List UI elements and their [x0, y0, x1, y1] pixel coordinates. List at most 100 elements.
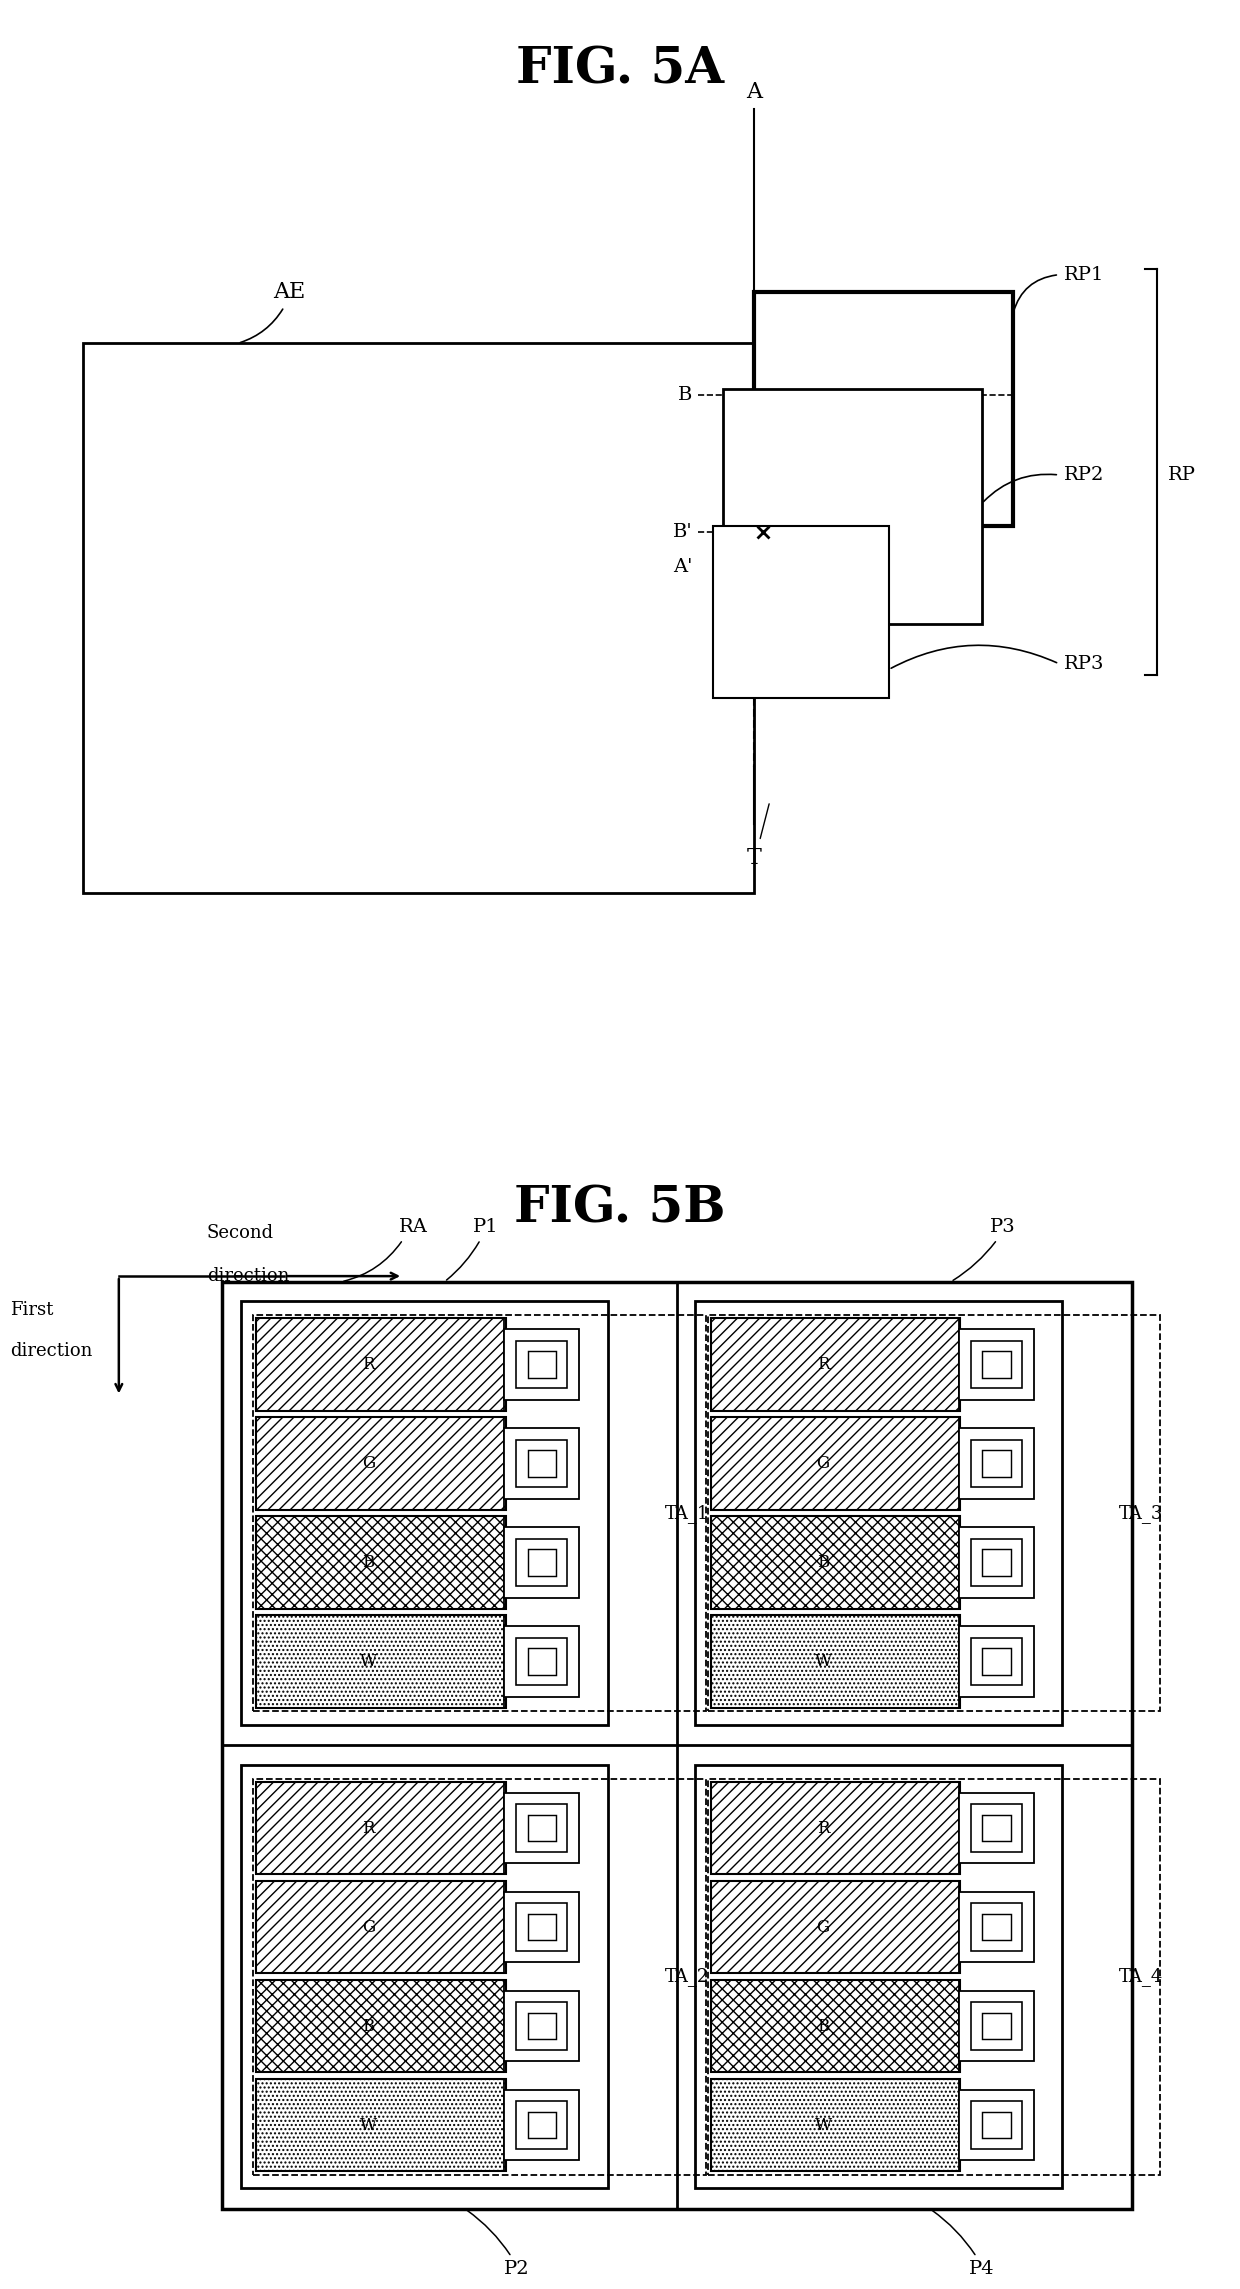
Bar [971, 1341, 1022, 1389]
Bar [982, 2113, 1011, 2138]
Bar [971, 1538, 1022, 1586]
Bar [711, 1518, 960, 1609]
Bar [982, 1451, 1011, 1476]
Bar [708, 1779, 1161, 2175]
Text: TA_2: TA_2 [665, 1966, 709, 1987]
Text: B: B [362, 2017, 374, 2035]
Bar [711, 1318, 960, 1410]
Text: G: G [817, 1456, 830, 1472]
Text: P3: P3 [990, 1218, 1016, 1236]
Bar [257, 1781, 506, 1875]
Bar [505, 1891, 579, 1962]
Bar [505, 1991, 579, 2062]
Bar [505, 1625, 579, 1696]
Bar [713, 526, 889, 698]
Bar [711, 1616, 960, 1708]
Bar [257, 1417, 506, 1511]
Bar [711, 1781, 960, 1875]
Bar [516, 2003, 568, 2051]
Bar [971, 1902, 1022, 1950]
Bar [253, 1779, 706, 2175]
Bar [711, 1882, 960, 1973]
Text: G: G [817, 1918, 830, 1936]
Bar [257, 1518, 506, 1609]
Bar [971, 2101, 1022, 2149]
Text: B: B [817, 1554, 830, 1570]
Bar [959, 1625, 1034, 1696]
Bar [516, 1341, 568, 1389]
Bar [257, 1616, 506, 1708]
Bar [253, 1314, 706, 1712]
Text: RP3: RP3 [1064, 655, 1105, 673]
Bar [723, 389, 982, 623]
Bar [505, 1527, 579, 1598]
Text: P4: P4 [968, 2262, 994, 2278]
Bar [711, 2078, 960, 2170]
Bar [971, 1804, 1022, 1852]
Bar [959, 1428, 1034, 1499]
Bar [982, 1815, 1011, 1840]
Text: RP1: RP1 [1064, 266, 1105, 284]
Bar [696, 1765, 1063, 2188]
Bar [528, 1815, 556, 1840]
Bar [982, 1914, 1011, 1941]
Text: direction: direction [207, 1268, 289, 1284]
Text: Second: Second [207, 1225, 274, 1241]
Bar [516, 1804, 568, 1852]
Text: R: R [362, 1820, 374, 1836]
Text: TA_1: TA_1 [665, 1504, 709, 1522]
Bar [516, 2101, 568, 2149]
Text: AE: AE [273, 282, 305, 302]
Bar [528, 1351, 556, 1378]
Bar [959, 1792, 1034, 1863]
Bar [257, 1980, 506, 2072]
Bar [959, 1527, 1034, 1598]
Bar [505, 1428, 579, 1499]
Text: TA_4: TA_4 [1120, 1966, 1163, 1987]
Text: B: B [362, 1554, 374, 1570]
Bar [959, 2090, 1034, 2161]
Bar [711, 1980, 960, 2072]
Text: G: G [362, 1918, 374, 1936]
Bar [528, 1914, 556, 1941]
Bar [971, 2003, 1022, 2051]
Bar [982, 1351, 1011, 1378]
Bar [971, 1637, 1022, 1685]
Text: FIG. 5A: FIG. 5A [516, 46, 724, 94]
Bar [241, 1765, 608, 2188]
Bar [982, 1550, 1011, 1575]
Bar [754, 291, 1013, 526]
Bar [516, 1440, 568, 1488]
Text: P2: P2 [503, 2262, 529, 2278]
Text: B: B [817, 2017, 830, 2035]
Text: direction: direction [10, 1341, 93, 1360]
Text: W: W [360, 2117, 377, 2133]
Text: W: W [815, 1653, 832, 1671]
Bar [982, 1648, 1011, 1676]
Text: B': B' [673, 524, 692, 540]
Text: R: R [817, 1355, 830, 1373]
Text: TA_3: TA_3 [1120, 1504, 1163, 1522]
Text: RP2: RP2 [1064, 467, 1105, 483]
Bar [257, 2078, 506, 2170]
Text: RA: RA [399, 1218, 428, 1236]
Text: R: R [362, 1355, 374, 1373]
Text: P1: P1 [472, 1218, 498, 1236]
Text: W: W [360, 1653, 377, 1671]
Bar [516, 1637, 568, 1685]
Bar [222, 1282, 1131, 2209]
Bar [505, 2090, 579, 2161]
Text: T: T [746, 847, 761, 870]
Bar [971, 1440, 1022, 1488]
Text: R: R [817, 1820, 830, 1836]
Bar [708, 1314, 1161, 1712]
Bar [528, 2113, 556, 2138]
Bar [528, 1451, 556, 1476]
Bar [241, 1300, 608, 1726]
Bar [257, 1318, 506, 1410]
Text: W: W [815, 2117, 832, 2133]
Bar [528, 1550, 556, 1575]
Bar [83, 343, 754, 893]
Text: A: A [746, 80, 763, 103]
Bar [528, 2012, 556, 2039]
